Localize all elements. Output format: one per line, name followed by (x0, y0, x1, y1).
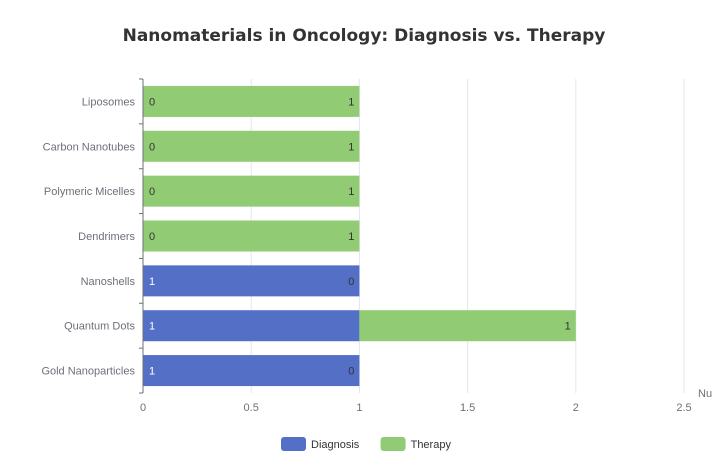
y-category-label: Dendrimers (78, 231, 135, 243)
y-category-label: Gold Nanoparticles (41, 366, 135, 378)
data-label-therapy: 0 (348, 366, 354, 378)
data-label-diagnosis: 1 (149, 366, 155, 378)
legend-swatch (281, 437, 306, 451)
bar-therapy[interactable] (143, 85, 360, 117)
data-labels: 1 0 1 1 1 0 0 1 0 1 0 1 0 1 (149, 96, 571, 377)
axes: 0 0.5 1 1.5 2 2.5 Gold Nanoparticles Quantum Do… (41, 78, 692, 414)
x-tick-label: 2 (573, 402, 579, 414)
data-label-diagnosis: 0 (149, 96, 155, 108)
data-label-diagnosis: 0 (149, 231, 155, 243)
x-tick-label: 2.5 (676, 402, 691, 414)
data-label-therapy: 1 (348, 141, 354, 153)
bar-diagnosis[interactable] (143, 355, 360, 387)
bar-therapy[interactable] (143, 130, 360, 162)
x-axis-title: Nu (698, 388, 712, 400)
legend-label: Therapy (411, 439, 452, 451)
bar-diagnosis[interactable] (143, 265, 360, 297)
data-label-therapy: 1 (348, 96, 354, 108)
data-label-therapy: 0 (348, 276, 354, 288)
x-tick-label: 0.5 (244, 402, 259, 414)
y-category-label: Nanoshells (81, 276, 136, 288)
bar-therapy[interactable] (143, 220, 360, 252)
x-tick-label: 1 (356, 402, 362, 414)
y-category-label: Polymeric Micelles (44, 186, 136, 198)
y-category-label: Carbon Nanotubes (43, 141, 136, 153)
bars (143, 85, 576, 387)
chart-title: Nanomaterials in Oncology: Diagnosis vs.… (123, 26, 606, 46)
x-tick-label: 1.5 (460, 402, 475, 414)
bar-diagnosis[interactable] (143, 310, 360, 342)
data-label-therapy: 1 (348, 186, 354, 198)
bar-therapy[interactable] (359, 310, 576, 342)
legend-label: Diagnosis (311, 439, 360, 451)
data-label-therapy: 1 (565, 321, 571, 333)
legend-item-diagnosis[interactable]: Diagnosis (281, 437, 360, 451)
data-label-diagnosis: 0 (149, 186, 155, 198)
legend-swatch (380, 437, 406, 451)
data-label-diagnosis: 1 (149, 321, 155, 333)
x-tick-label: 0 (140, 402, 146, 414)
data-label-diagnosis: 1 (149, 276, 155, 288)
y-category-label: Liposomes (82, 96, 136, 108)
legend-item-therapy[interactable]: Therapy (380, 437, 452, 451)
legend[interactable]: Diagnosis Therapy (281, 437, 451, 451)
data-label-diagnosis: 0 (149, 141, 155, 153)
data-label-therapy: 1 (348, 231, 354, 243)
y-category-label: Quantum Dots (64, 321, 135, 333)
bar-therapy[interactable] (143, 175, 360, 207)
